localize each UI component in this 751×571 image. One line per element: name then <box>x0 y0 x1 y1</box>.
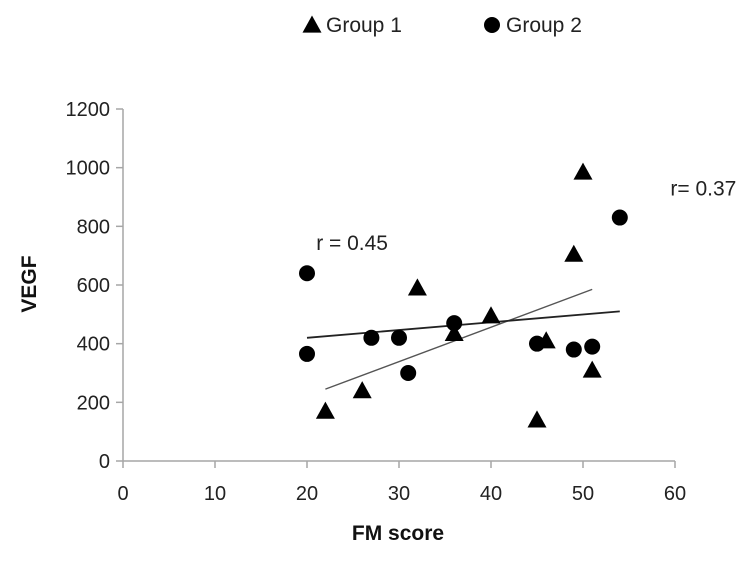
circle-point <box>391 329 407 346</box>
x-tick-label: 30 <box>388 483 410 505</box>
x-tick-label: 60 <box>664 483 686 505</box>
triangle-point <box>481 306 501 324</box>
circle-point <box>611 209 628 226</box>
correlation-annotation: r= 0.37 <box>670 178 736 201</box>
legend-triangle-marker <box>302 15 322 33</box>
correlation-annotation: r = 0.45 <box>316 232 388 255</box>
y-tick-label: 1000 <box>66 158 111 180</box>
y-tick-label: 800 <box>77 216 110 238</box>
trendline-group-2 <box>306 310 620 339</box>
y-tick-label: 400 <box>77 334 110 356</box>
circle-point <box>565 341 582 358</box>
triangle-point <box>573 162 593 180</box>
series-group-1 <box>315 162 602 428</box>
legend: Group 1 Group 2 <box>302 14 582 37</box>
legend-circle-marker <box>484 17 500 33</box>
triangle-point <box>527 410 547 428</box>
x-axis-title: FM score <box>352 522 444 545</box>
triangle-point <box>315 401 335 419</box>
y-tick-label: 0 <box>99 451 110 473</box>
triangle-point <box>352 381 372 399</box>
triangle-point <box>407 278 427 296</box>
series-group-2 <box>299 209 628 381</box>
circle-point <box>299 265 315 282</box>
triangle-point <box>564 244 584 262</box>
x-tick-label: 40 <box>480 483 502 505</box>
trendlines <box>306 288 620 390</box>
circle-point <box>400 365 417 381</box>
circle-point <box>529 335 545 352</box>
y-tick-label: 600 <box>77 275 110 297</box>
circle-point <box>584 338 601 355</box>
y-tick-label: 1200 <box>66 99 111 121</box>
x-tick-label: 10 <box>204 483 226 505</box>
triangle-point <box>582 360 602 378</box>
y-tick-label: 200 <box>77 392 110 414</box>
circle-point <box>363 329 380 346</box>
data-points <box>299 162 628 428</box>
y-axis-title: VEGF <box>18 255 41 312</box>
x-tick-label: 50 <box>572 483 594 505</box>
x-tick-label: 0 <box>117 483 128 505</box>
legend-label: Group 2 <box>506 14 582 37</box>
circle-point <box>299 345 315 362</box>
circle-point <box>446 315 463 332</box>
annotations: r = 0.45 r= 0.37 <box>316 178 736 255</box>
triangle-point <box>444 323 464 341</box>
legend-label: Group 1 <box>326 14 402 37</box>
x-tick-label: 20 <box>296 483 318 505</box>
